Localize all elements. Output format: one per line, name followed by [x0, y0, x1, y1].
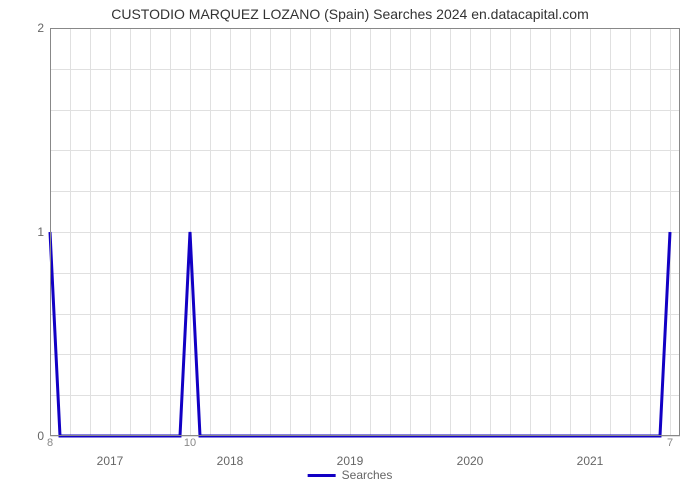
- legend-label: Searches: [342, 468, 393, 482]
- chart-title: CUSTODIO MARQUEZ LOZANO (Spain) Searches…: [0, 6, 700, 22]
- x-tick-label: 2018: [217, 454, 244, 468]
- x-sub-label: 8: [47, 437, 53, 449]
- x-sub-label: 10: [184, 437, 196, 449]
- x-tick-label: 2019: [337, 454, 364, 468]
- x-tick-label: 2020: [457, 454, 484, 468]
- x-sub-label: 7: [667, 437, 673, 449]
- legend: Searches: [308, 468, 393, 482]
- y-tick-label: 2: [37, 21, 44, 35]
- x-tick-label: 2017: [97, 454, 124, 468]
- plot-area: 012201720182019202020218107: [50, 28, 680, 436]
- x-tick-label: 2021: [577, 454, 604, 468]
- y-tick-label: 1: [37, 225, 44, 239]
- chart-container: CUSTODIO MARQUEZ LOZANO (Spain) Searches…: [0, 0, 700, 500]
- legend-swatch: [308, 474, 336, 477]
- series-line: [50, 28, 680, 436]
- y-tick-label: 0: [37, 429, 44, 443]
